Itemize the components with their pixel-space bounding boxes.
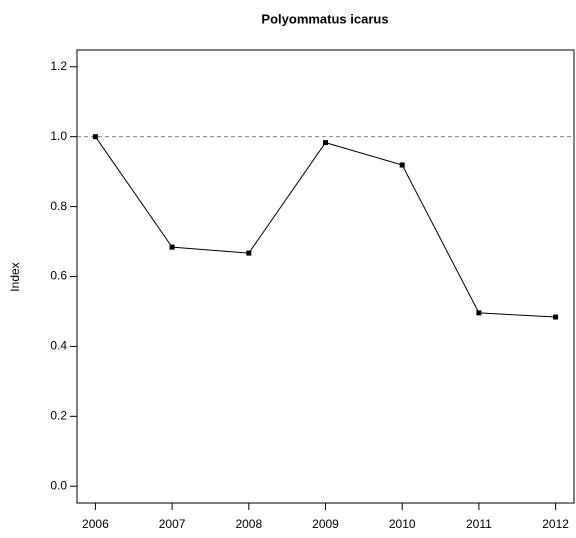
y-tick-label: 0.6 [50,269,67,283]
x-tick-label: 2011 [466,517,492,531]
x-tick-label: 2009 [312,517,339,531]
data-point [169,244,175,250]
data-point [323,140,328,146]
y-tick-label: 0.8 [50,199,67,213]
data-point [399,162,405,168]
x-tick-label: 2006 [82,517,109,531]
x-tick-label: 2012 [542,517,569,531]
y-axis-label: Index [8,262,22,291]
data-point [476,310,482,316]
x-tick-label: 2007 [159,517,186,531]
data-point [246,250,252,256]
y-tick-label: 1.0 [50,129,67,143]
x-tick-label: 2010 [389,517,416,531]
y-tick-label: 1.2 [50,59,67,73]
x-tick-label: 2008 [235,517,262,531]
y-tick-label: 0.4 [50,339,67,353]
y-tick-label: 0.2 [50,408,67,422]
y-tick-label: 0.0 [50,478,67,492]
data-point [92,134,98,140]
data-point [553,314,559,320]
data-line [94,136,556,318]
plot-box [76,49,575,504]
chart-title: Polyommatus icarus [261,11,388,26]
